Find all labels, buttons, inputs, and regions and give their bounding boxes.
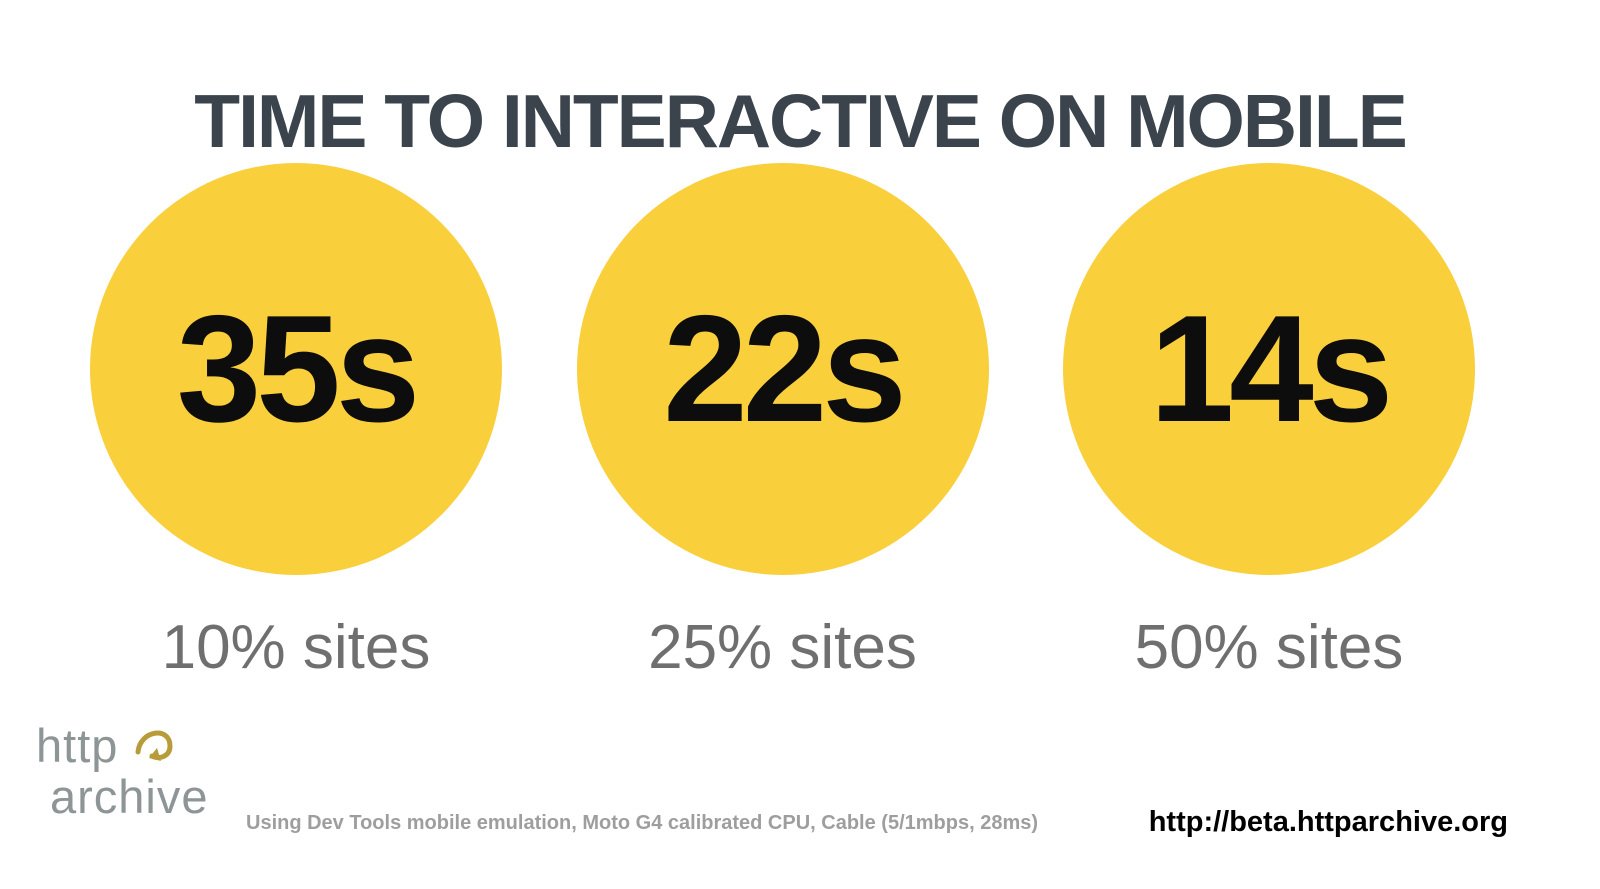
source-url: http://beta.httparchive.org <box>1148 806 1508 838</box>
logo-text-archive: archive <box>50 770 209 823</box>
stat-label: 50% sites <box>1134 613 1404 682</box>
stat-circle-25pct: 22s <box>576 163 989 575</box>
stat-value: 35s <box>176 284 421 454</box>
stat-50pct-sites: 14s 50% sites <box>1063 163 1475 679</box>
stat-circle-50pct: 14s <box>1063 163 1475 575</box>
stat-10pct-sites: 35s 10% sites <box>90 163 502 679</box>
logo-text-http: http <box>36 719 119 772</box>
stat-circle-10pct: 35s <box>90 163 502 575</box>
stat-25pct-sites: 22s 25% sites <box>576 163 989 682</box>
stat-label: 25% sites <box>648 613 917 682</box>
stat-label: 10% sites <box>161 613 431 682</box>
page-title: TIME TO INTERACTIVE ON MOBILE <box>194 79 1407 164</box>
stat-value: 14s <box>1149 284 1394 454</box>
stats-row: 35s 10% sites 22s 25% sites 14s 50% site… <box>90 163 1475 679</box>
httparchive-logo: http archive <box>36 722 209 820</box>
methodology-note: Using Dev Tools mobile emulation, Moto G… <box>246 812 1039 834</box>
logo-swoosh-icon <box>135 730 173 761</box>
stat-value: 22s <box>663 284 907 454</box>
